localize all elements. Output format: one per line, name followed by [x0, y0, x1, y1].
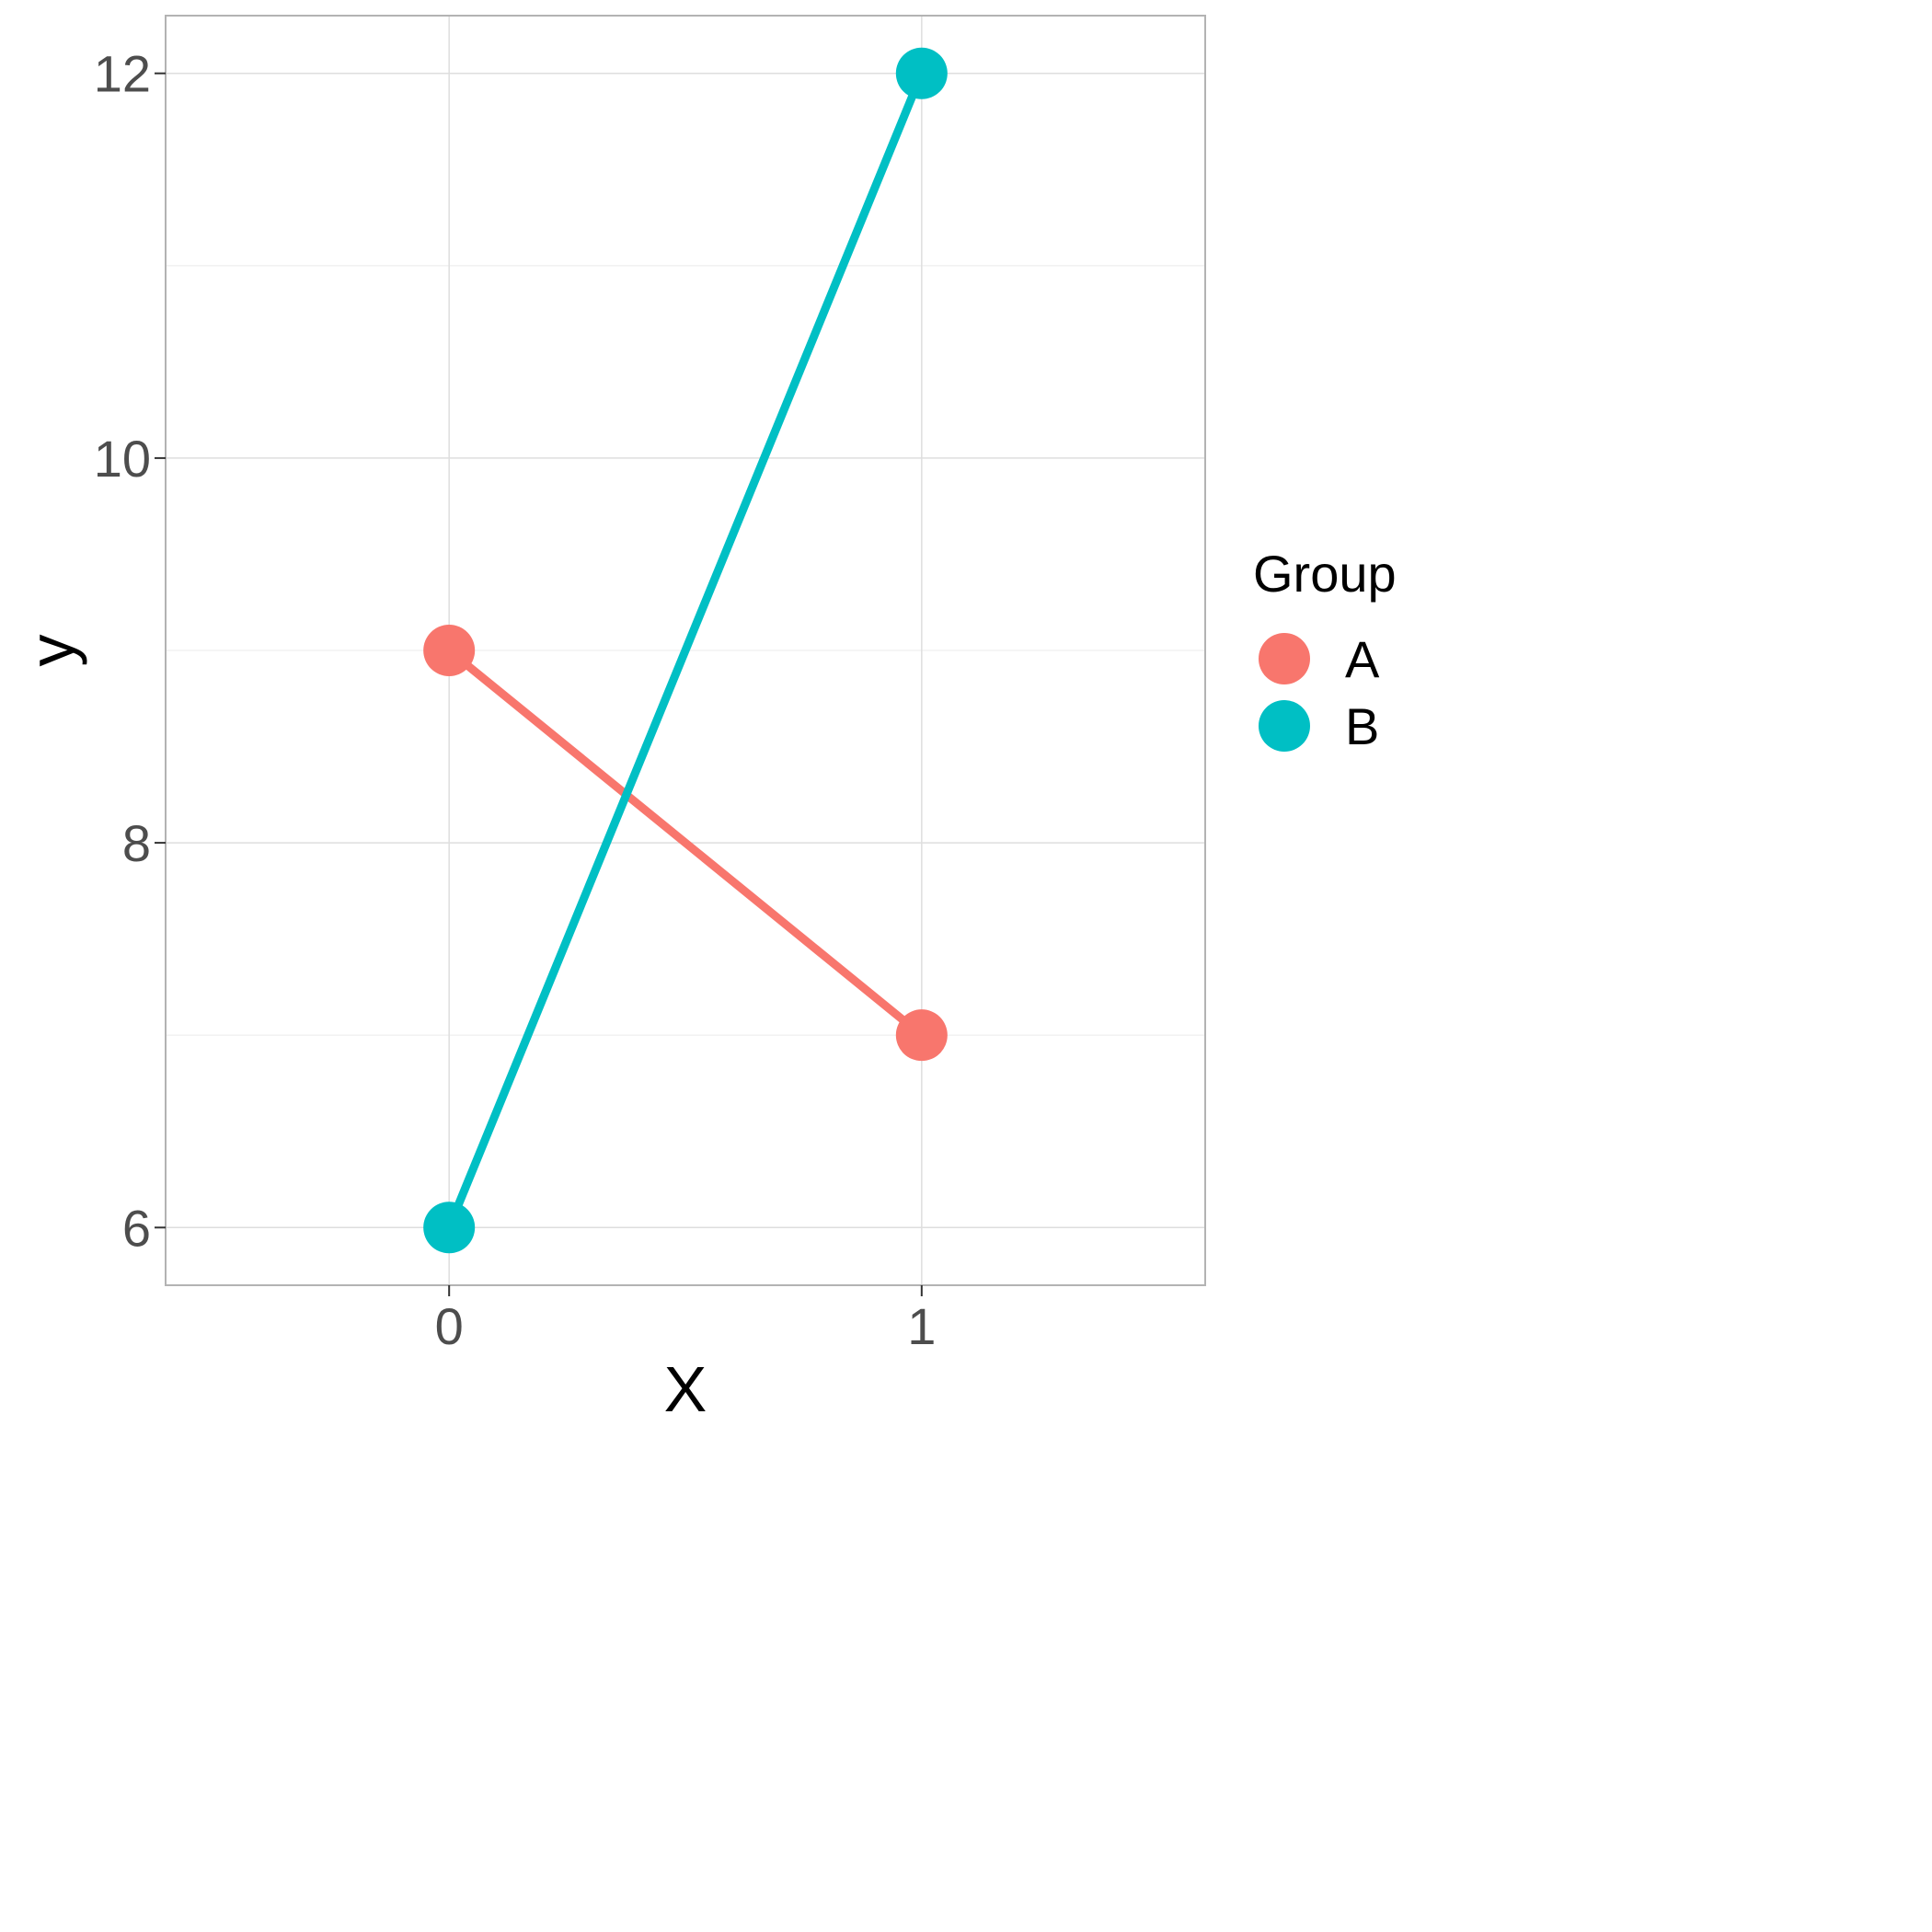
x-axis-title: X	[664, 1353, 707, 1425]
y-axis-title: y	[16, 635, 87, 667]
legend: Group AB	[1253, 545, 1397, 755]
series-line-b	[445, 72, 926, 1229]
panel-border	[165, 15, 1206, 1286]
y-tick-label: 10	[94, 430, 151, 488]
y-tick-label: 8	[122, 814, 151, 872]
data-point-a	[895, 1009, 948, 1062]
y-tick-label: 12	[94, 45, 151, 103]
series-layer	[423, 47, 948, 1254]
data-point-b	[423, 1202, 476, 1254]
legend-label-a: A	[1345, 630, 1380, 688]
y-axis-ticks: 6 8 10 12	[94, 45, 166, 1257]
x-tick-label: 0	[435, 1297, 464, 1355]
x-tick-label: 1	[907, 1297, 936, 1355]
data-point-a	[423, 625, 476, 676]
legend-key-b	[1259, 700, 1310, 752]
legend-key-a	[1259, 633, 1310, 684]
y-tick-label: 6	[122, 1199, 151, 1257]
legend-label-b: B	[1345, 697, 1379, 755]
legend-title: Group	[1253, 545, 1397, 603]
legend-items: AB	[1259, 630, 1380, 755]
data-point-b	[895, 47, 948, 99]
series-line-a	[446, 647, 925, 1039]
